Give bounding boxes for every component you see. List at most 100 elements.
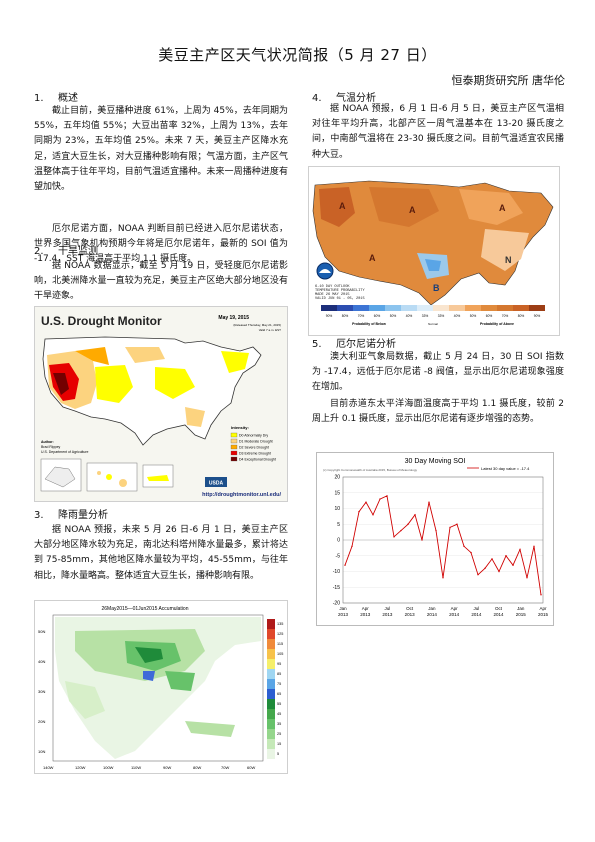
legend-d4: D4 Exceptional Drought <box>239 458 276 462</box>
hawaii-island <box>97 471 101 475</box>
legend-d2: D2 Severe Drought <box>239 446 269 450</box>
svg-text:125: 125 <box>277 632 283 636</box>
soi-chart-svg: 30 Day Moving SOI (c) Copyright Commonwe… <box>317 453 553 625</box>
svg-text:70%: 70% <box>502 314 509 318</box>
section-3-heading: 3. 降雨量分析 <box>34 509 108 523</box>
section-1-heading: 1. 概述 <box>34 92 78 106</box>
svg-text:85: 85 <box>277 672 281 676</box>
section-4-para: 据 NOAA 预报，6 月 1 日-6 月 5 日，美豆主产区气温相对往年平均升… <box>312 104 564 160</box>
soi-point <box>526 577 528 579</box>
x-tick-year: 2015 <box>516 612 527 617</box>
drought-map-date: May 19, 2015 <box>218 315 249 321</box>
soi-point <box>351 545 353 547</box>
precip-zone-caribbean <box>185 721 235 737</box>
svg-text:60%: 60% <box>486 314 493 318</box>
x-tick-month: Apr <box>539 606 547 611</box>
drought-map-graphic: U.S. Drought Monitor May 19, 2015 (Relea… <box>35 307 287 501</box>
x-tick-year: 2015 <box>538 612 549 617</box>
soi-point <box>449 526 451 529</box>
svg-text:70%: 70% <box>358 314 365 318</box>
precip-map-title: 26May2015—01Jun2015 Accumulation <box>101 606 188 612</box>
soi-point <box>512 564 514 566</box>
soi-point <box>477 573 479 576</box>
lon-label: 100W <box>103 765 114 770</box>
temp-zone-northeast <box>459 189 523 225</box>
svg-text:135: 135 <box>277 622 283 626</box>
lon-label: 80W <box>193 765 201 770</box>
section-title: 气温分析 <box>336 93 376 104</box>
chart-title: 30 Day Moving SOI <box>405 458 466 465</box>
lat-label: 20N <box>38 719 45 724</box>
drought-region-midwest <box>155 367 195 399</box>
author-name: Brad Rippey <box>41 445 61 449</box>
svg-text:40%: 40% <box>406 314 413 318</box>
svg-text:60%: 60% <box>374 314 381 318</box>
hawaii-island <box>119 479 127 487</box>
above-marker: A <box>499 203 506 213</box>
below-marker: B <box>433 283 440 293</box>
x-tick-month: Jul <box>385 606 391 611</box>
soi-point <box>435 529 437 532</box>
y-tick-label: -10 <box>333 569 340 575</box>
author-label: Author: <box>41 440 54 444</box>
x-tick-month: Oct <box>495 606 503 611</box>
x-tick-year: 2014 <box>471 612 482 617</box>
temp-map-caption: 6-10 DAY OUTLOOK TEMPERATURE PROBABILITY… <box>315 285 365 301</box>
x-tick-year: 2014 <box>494 612 505 617</box>
svg-text:25: 25 <box>277 732 281 736</box>
temp-zone-north <box>369 187 439 227</box>
section-5-heading: 5. 厄尔尼诺分析 <box>312 338 396 352</box>
lat-label: 40N <box>38 659 45 664</box>
soi-point <box>442 577 444 579</box>
puerto-rico-shape <box>147 475 169 481</box>
svg-text:5: 5 <box>277 752 279 756</box>
lon-label: 90W <box>163 765 171 770</box>
lat-label: 10N <box>38 749 45 754</box>
x-tick-year: 2013 <box>338 612 349 617</box>
svg-text:115: 115 <box>277 642 283 646</box>
soi-point <box>540 594 542 596</box>
soi-point <box>428 501 430 503</box>
temp-zone-texas <box>425 259 441 271</box>
soi-chart: 30 Day Moving SOI (c) Copyright Commonwe… <box>316 452 554 626</box>
x-tick-year: 2014 <box>427 612 438 617</box>
section-number: 5. <box>312 339 322 350</box>
precipitation-map: 26May2015—01Jun2015 Accumulation 50N 40N… <box>34 600 288 774</box>
x-tick-year: 2014 <box>449 612 460 617</box>
section-number: 2. <box>34 246 44 257</box>
section-number: 1. <box>34 93 44 104</box>
svg-text:TEMPERATURE PROBABILITY: TEMPERATURE PROBABILITY <box>315 289 365 293</box>
svg-text:80%: 80% <box>342 314 349 318</box>
soi-point <box>344 564 346 566</box>
section-1-para-1: 截止目前，美豆播种进度 61%，上周为 45%，去年同期为 55%，五年均值 5… <box>34 106 288 193</box>
author-org: U.S. Department of Agriculture <box>41 450 89 454</box>
svg-text:90%: 90% <box>326 314 333 318</box>
lon-label: 70W <box>221 765 229 770</box>
section-title: 干旱监测 <box>58 246 98 257</box>
chart-legend: Latest 30 day value = -17.4 <box>481 466 530 471</box>
y-tick-label: -20 <box>333 601 340 607</box>
soi-point <box>358 510 360 513</box>
x-tick-month: Apr <box>451 606 459 611</box>
lon-label: 110W <box>131 765 141 770</box>
soi-point <box>379 498 381 500</box>
drought-region-southeast <box>185 407 205 427</box>
usda-logo <box>205 477 227 487</box>
soi-point <box>393 536 395 538</box>
temp-scale-labels: 90% 80% 70% 60% 50% 40% 33% 33% 40% 50% … <box>326 314 541 318</box>
drought-region-southwest <box>95 365 133 403</box>
section-number: 4. <box>312 93 322 104</box>
temperature-outlook-map: A A A A N B 6-10 DAY OUTLOOK TEMPERATURE… <box>308 166 560 336</box>
drought-map-url[interactable]: http://droughtmonitor.unl.edu/ <box>202 492 281 498</box>
precip-map-graphic: 26May2015—01Jun2015 Accumulation 50N 40N… <box>35 601 287 773</box>
svg-text:45: 45 <box>277 712 281 716</box>
soi-point <box>470 551 472 554</box>
drought-region-northwest <box>75 347 109 365</box>
soi-point <box>414 514 416 516</box>
precip-zone-blue <box>143 671 155 681</box>
chart-grid <box>342 476 544 604</box>
y-tick-label: 0 <box>337 538 340 544</box>
x-tick-year: 2013 <box>360 612 371 617</box>
temp-map-graphic: A A A A N B 6-10 DAY OUTLOOK TEMPERATURE… <box>309 167 559 335</box>
normal-marker: N <box>505 255 512 265</box>
